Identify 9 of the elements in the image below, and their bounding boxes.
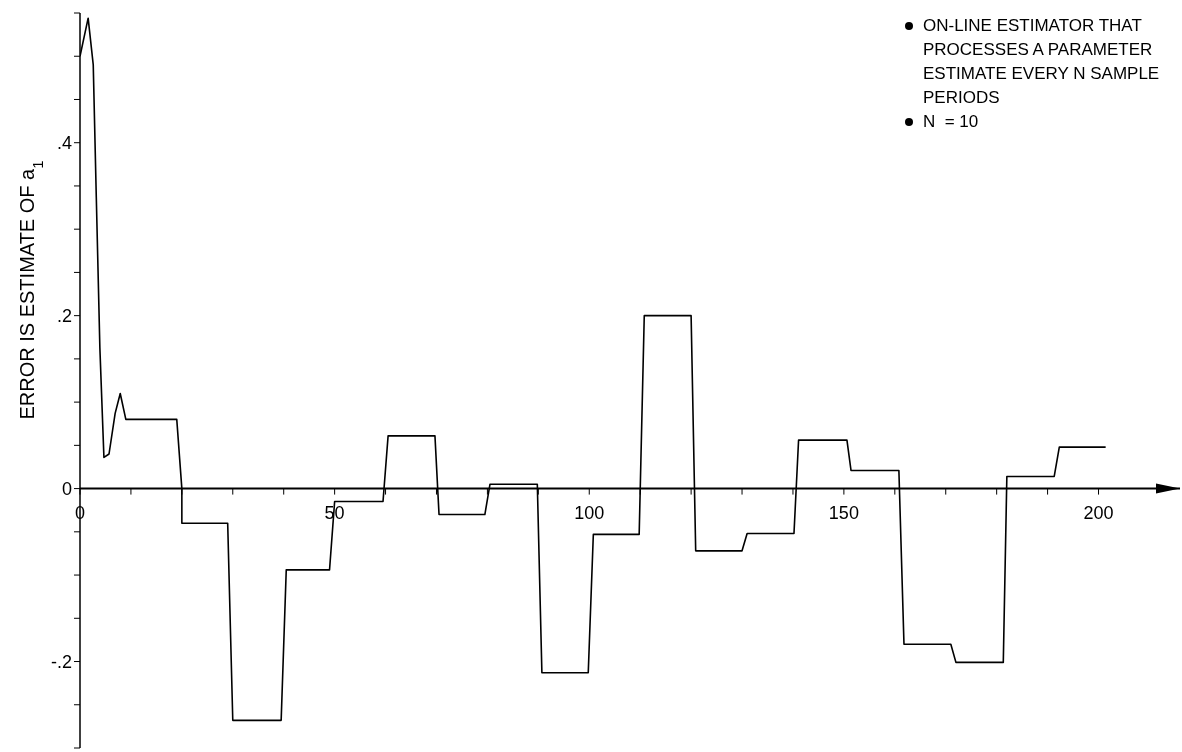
y-tick-label: -.2 xyxy=(50,651,72,672)
annotation: N = 10 xyxy=(923,111,979,133)
x-tick-label: 200 xyxy=(1083,502,1114,523)
y-tick-label: 0 xyxy=(61,478,72,499)
y-tick-label: .4 xyxy=(56,133,72,154)
annotation: ON-LINE ESTIMATOR THAT PROCESSES A PARAMETER ESTIMATE EVERY N SAMPLE PERIODS xyxy=(923,15,1161,109)
y-tick-label: .2 xyxy=(56,306,72,327)
x-tick-label: 100 xyxy=(574,502,605,523)
x-tick-label: 150 xyxy=(828,502,859,523)
